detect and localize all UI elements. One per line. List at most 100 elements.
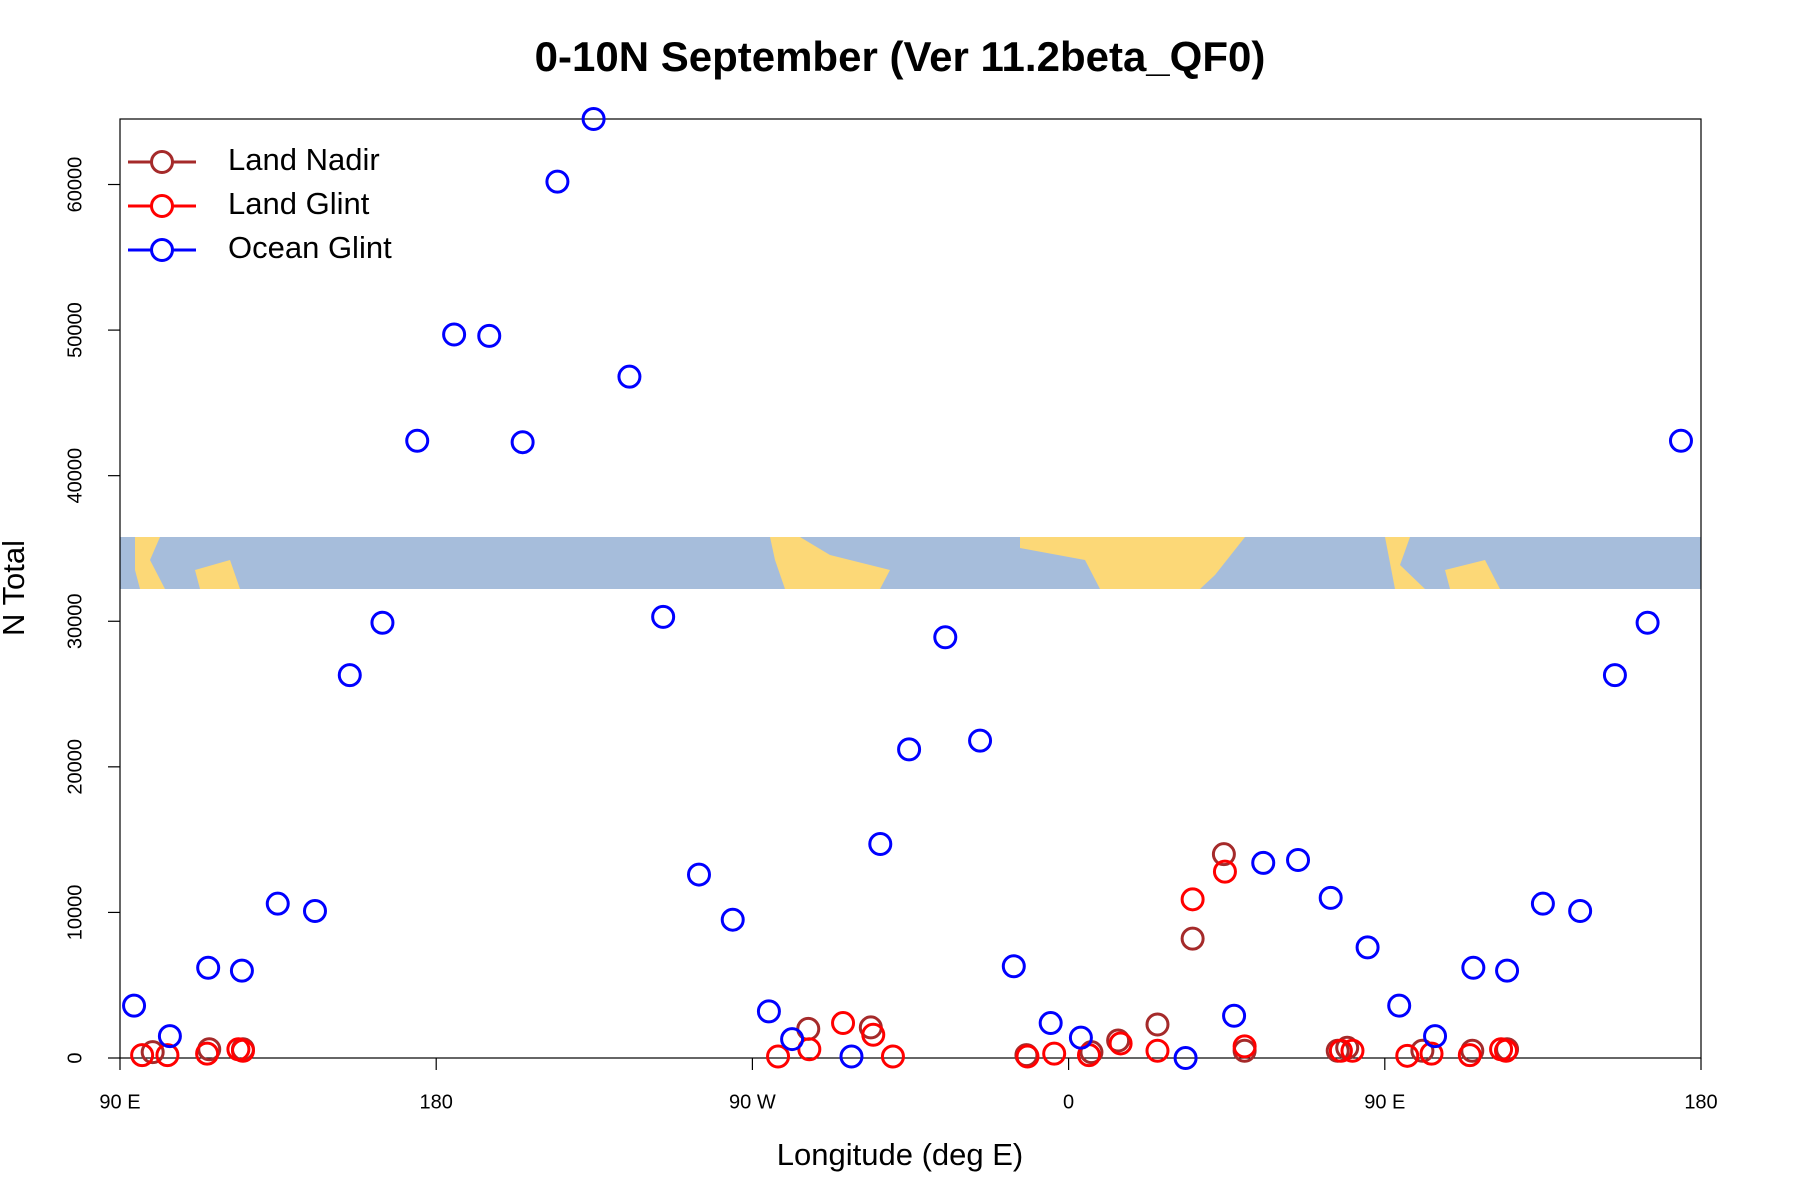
point — [1145, 1012, 1170, 1037]
x-tick-label: 180 — [1684, 1091, 1717, 1113]
point — [1457, 1043, 1482, 1068]
point — [1211, 842, 1236, 867]
map-ocean — [120, 537, 1701, 589]
y-tick-label: 60000 — [64, 157, 86, 213]
map-land — [770, 537, 890, 589]
legend-label: Land Nadir — [228, 142, 380, 177]
map-land — [1020, 537, 1245, 589]
plot-frame — [119, 118, 1702, 1059]
point — [766, 1044, 791, 1069]
point — [1222, 1003, 1247, 1028]
point — [861, 1022, 886, 1047]
point — [405, 428, 430, 453]
point — [302, 898, 327, 923]
point — [831, 1011, 856, 1036]
map-land — [135, 537, 165, 589]
point — [196, 955, 221, 980]
legend-label: Land Glint — [228, 186, 370, 221]
point — [130, 1043, 155, 1068]
point — [265, 891, 290, 916]
legend-marker — [150, 150, 174, 174]
point — [195, 1041, 220, 1066]
point — [756, 999, 781, 1024]
point — [1395, 1043, 1420, 1068]
point — [1423, 1024, 1448, 1049]
point — [1286, 848, 1311, 873]
point — [337, 663, 362, 688]
point — [720, 907, 745, 932]
point — [1145, 1038, 1170, 1063]
y-tick-label: 30000 — [64, 593, 86, 649]
legend-label: Ocean Glint — [228, 230, 392, 265]
point — [617, 364, 642, 389]
point — [140, 1040, 165, 1065]
y-tick-label: 0 — [64, 1052, 86, 1063]
map-land — [1445, 560, 1500, 589]
point — [1068, 1025, 1093, 1050]
point — [651, 604, 676, 629]
y-axis-label: N Total — [0, 540, 31, 636]
point — [442, 322, 467, 347]
point — [1001, 954, 1026, 979]
point — [157, 1024, 182, 1049]
point — [868, 831, 893, 856]
point — [1602, 663, 1627, 688]
x-tick-label: 180 — [420, 1091, 453, 1113]
point — [1180, 887, 1205, 912]
point — [1015, 1044, 1040, 1069]
point — [545, 169, 570, 194]
y-tick-label: 40000 — [64, 448, 86, 504]
point — [1038, 1011, 1063, 1036]
point — [230, 1038, 255, 1063]
point — [839, 1044, 864, 1069]
point — [370, 610, 395, 635]
chart-title: 0-10N September (Ver 11.2beta_QF0) — [535, 33, 1266, 80]
point — [1212, 859, 1237, 884]
point — [897, 737, 922, 762]
point — [880, 1044, 905, 1069]
legend-marker — [150, 194, 174, 218]
point — [780, 1027, 805, 1052]
map-land — [195, 560, 240, 589]
point — [1635, 610, 1660, 635]
point — [122, 993, 147, 1018]
x-axis-label: Longitude (deg E) — [777, 1137, 1023, 1172]
point — [686, 862, 711, 887]
legend-marker — [150, 238, 174, 262]
point — [1251, 850, 1276, 875]
point — [1180, 926, 1205, 951]
point — [1042, 1041, 1067, 1066]
point — [933, 625, 958, 650]
y-tick-label: 50000 — [64, 302, 86, 358]
point — [1328, 1038, 1353, 1063]
y-tick-label: 10000 — [64, 885, 86, 941]
point — [1106, 1028, 1131, 1053]
point — [1387, 993, 1412, 1018]
point — [510, 430, 535, 455]
point — [155, 1043, 180, 1068]
point — [968, 728, 993, 753]
point — [1108, 1031, 1133, 1056]
point — [1494, 1038, 1519, 1063]
point — [1461, 955, 1486, 980]
point — [797, 1037, 822, 1062]
point — [477, 323, 502, 348]
x-tick-label: 90 W — [729, 1091, 776, 1113]
point — [581, 107, 606, 131]
point — [229, 958, 254, 983]
x-tick-label: 0 — [1063, 1091, 1074, 1113]
x-tick-label: 90 E — [1364, 1091, 1405, 1113]
point — [1173, 1046, 1198, 1070]
point — [1355, 935, 1380, 960]
point — [1318, 885, 1343, 910]
map-strip — [120, 537, 1701, 589]
point — [1495, 958, 1520, 983]
y-tick-label: 20000 — [64, 739, 86, 795]
point — [1530, 891, 1555, 916]
point — [1340, 1038, 1365, 1063]
point — [1568, 898, 1593, 923]
point — [1668, 428, 1693, 453]
point — [1232, 1034, 1257, 1059]
